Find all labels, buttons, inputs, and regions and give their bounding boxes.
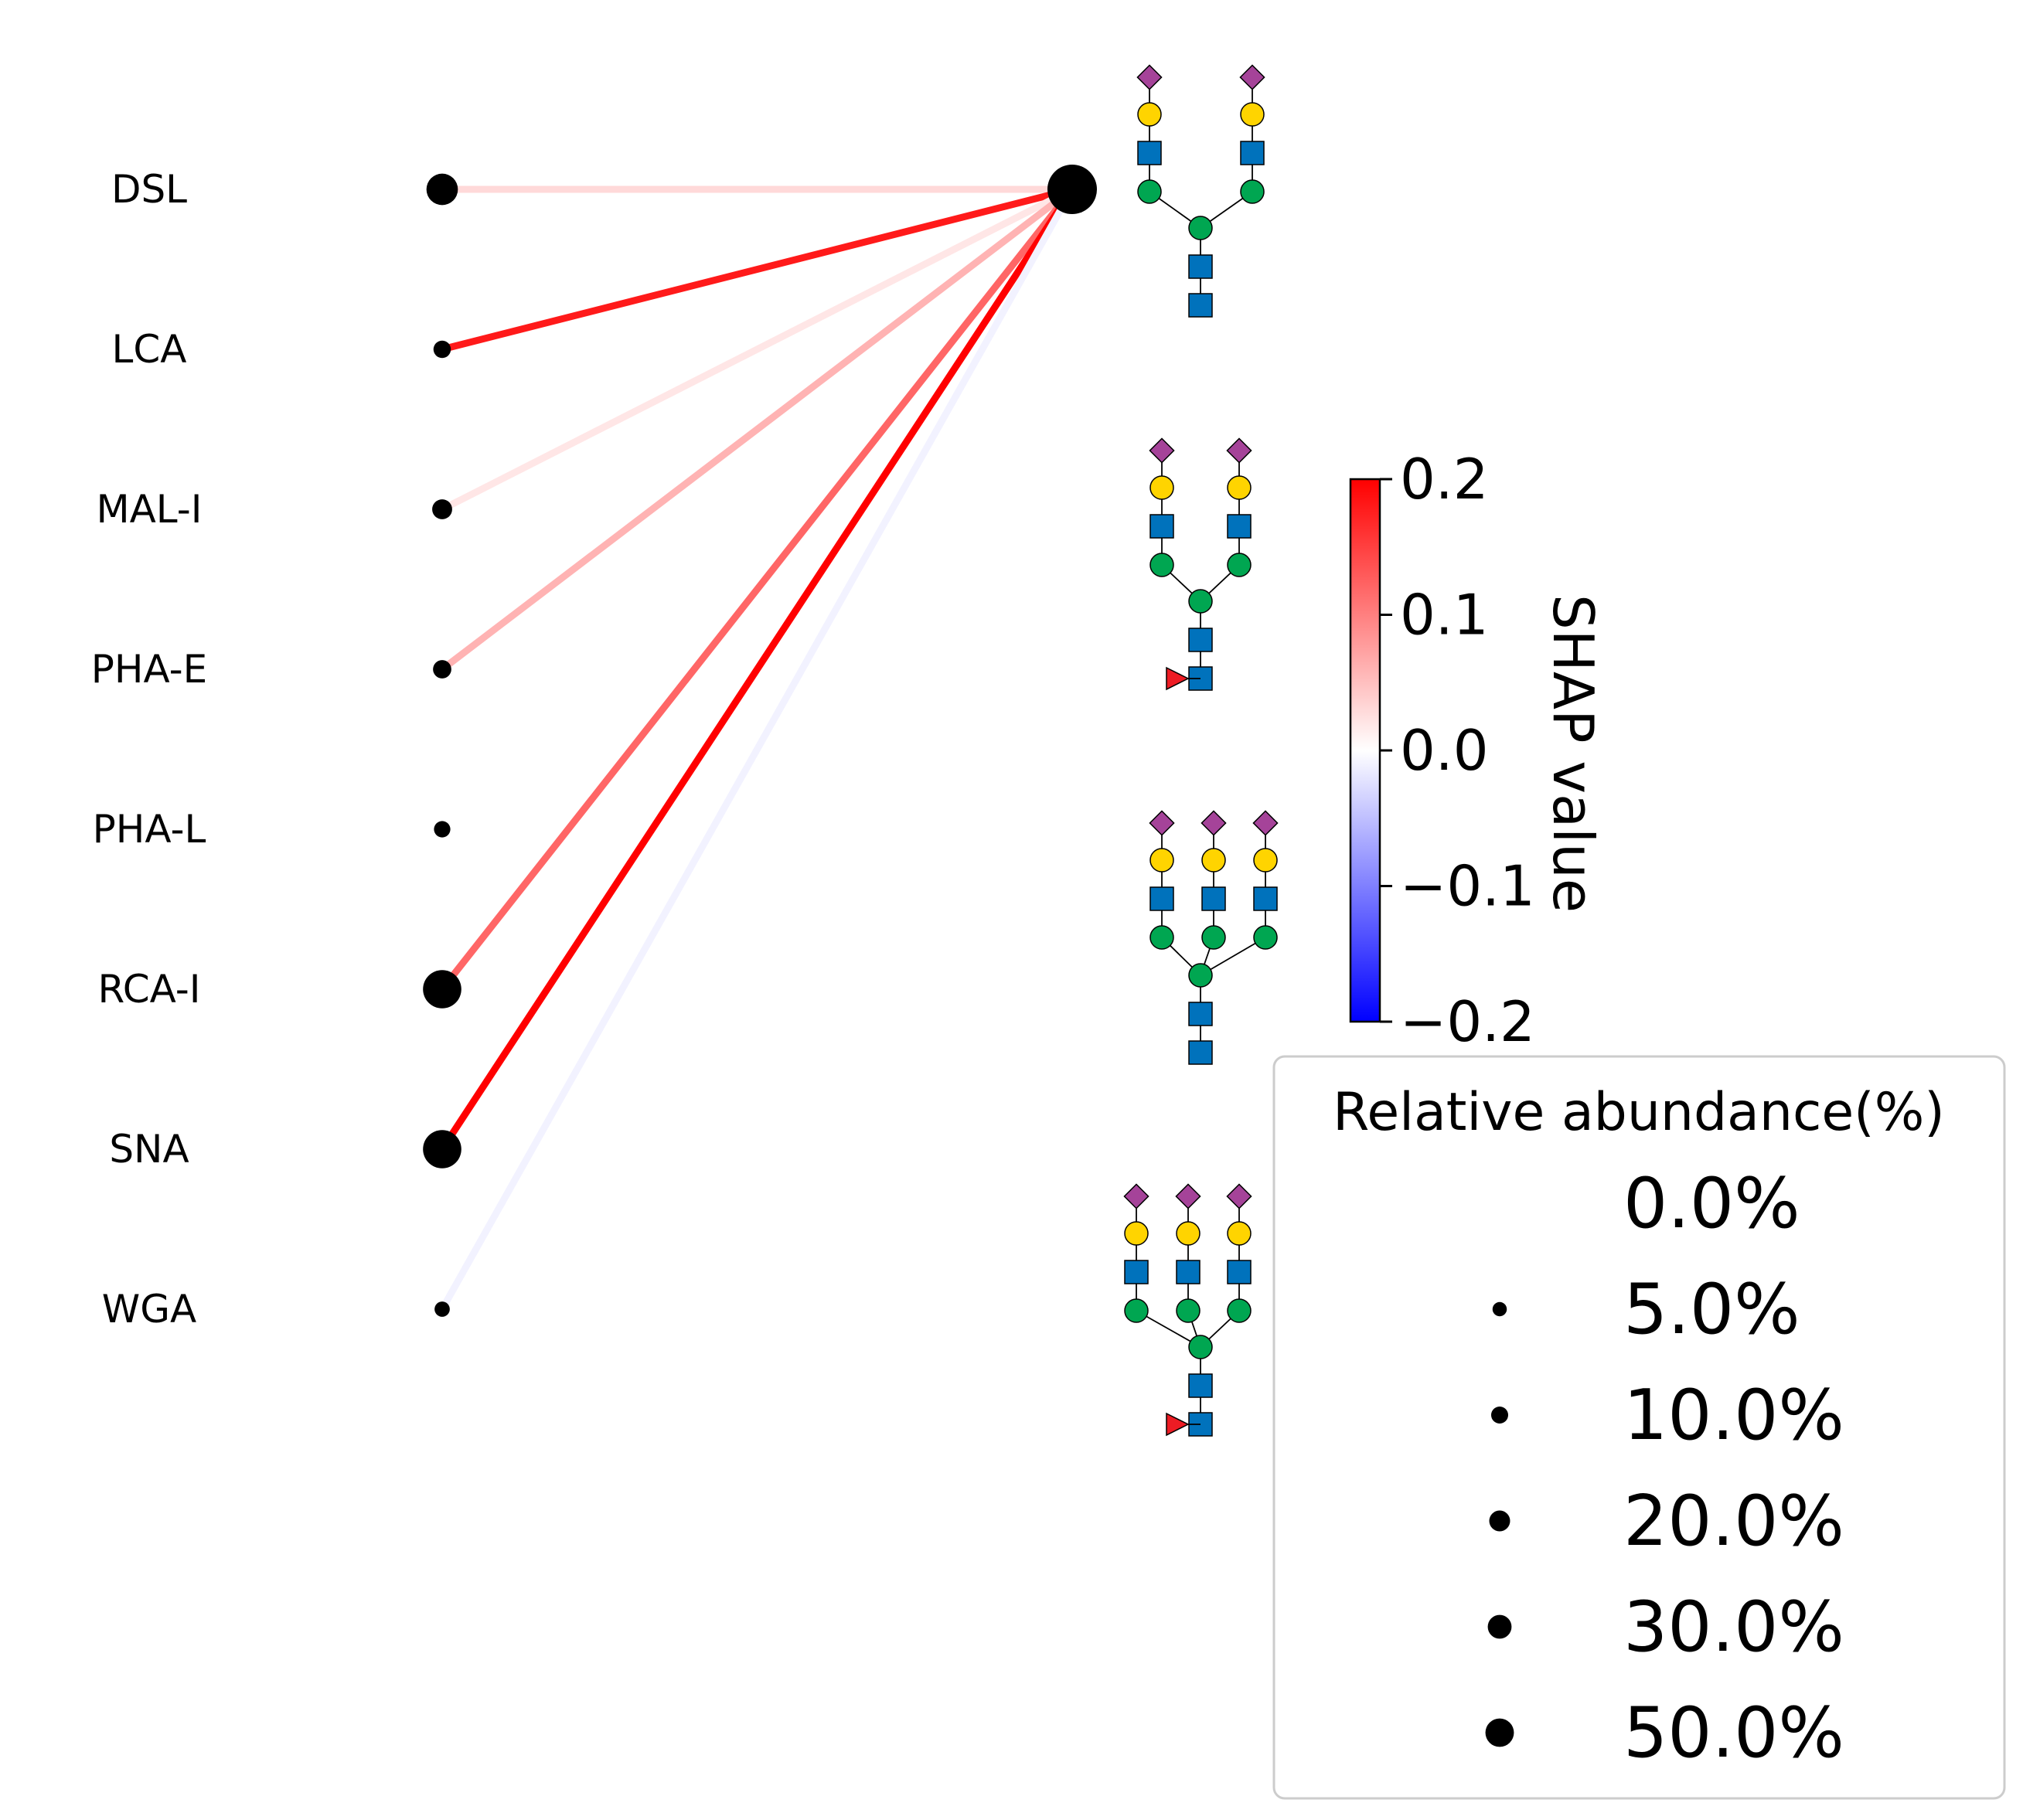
- lectin-label-dsl: DSL: [111, 167, 187, 212]
- legend-box: [1272, 1055, 2006, 1800]
- legend-label: 30.0%: [1623, 1587, 1844, 1668]
- legend: Relative abundance(%) 0.0% 5.0% 10.0% 20.0%…: [1272, 1055, 2006, 1800]
- lectin-label-pha-e: PHA-E: [91, 647, 208, 692]
- glycan-4: [1123, 1183, 1252, 1437]
- lectin-label-wga: WGA: [102, 1287, 196, 1332]
- legend-marker: [1489, 1510, 1510, 1532]
- colorbar-tick-label: −0.2: [1400, 989, 1535, 1054]
- lectin-node-rca-i[interactable]: [423, 970, 461, 1009]
- legend-marker: [1485, 1718, 1514, 1747]
- lectin-node-pha-l[interactable]: [434, 821, 451, 838]
- glycan-structures: [1123, 64, 1279, 1437]
- legend-label: 20.0%: [1623, 1481, 1844, 1562]
- legend-label: 50.0%: [1623, 1692, 1844, 1774]
- edge-rca-i: [438, 185, 1076, 993]
- colorbar-tick-label: 0.1: [1400, 583, 1489, 648]
- lectin-nodes: [423, 173, 461, 1317]
- lectin-label-sna: SNA: [109, 1127, 189, 1172]
- legend-marker: [1492, 1301, 1507, 1317]
- glycan-2: [1149, 437, 1252, 691]
- colorbar-tick-label: 0.0: [1400, 718, 1489, 783]
- lectin-node-wga[interactable]: [434, 1301, 450, 1317]
- legend-label: 0.0%: [1623, 1163, 1800, 1244]
- lectin-node-mal-i[interactable]: [432, 499, 452, 519]
- legend-marker: [1487, 1614, 1512, 1639]
- legend-title: Relative abundance(%): [1333, 1082, 1945, 1143]
- edge-sna: [438, 185, 1076, 1153]
- edge-pha-e: [438, 185, 1076, 673]
- legend-label: 5.0%: [1623, 1269, 1800, 1350]
- lectin-label-mal-i: MAL-I: [96, 487, 202, 532]
- lectin-label-lca: LCA: [112, 327, 187, 372]
- colorbar-tick-label: −0.1: [1400, 854, 1535, 919]
- edge-mal-i: [438, 185, 1076, 513]
- lectin-node-dsl[interactable]: [426, 173, 458, 206]
- legend-marker: [1490, 1406, 1509, 1424]
- lectin-node-pha-e[interactable]: [433, 660, 451, 679]
- edges: [438, 185, 1076, 1313]
- colorbar-title: SHAP value: [1541, 594, 1606, 913]
- lectin-labels: DSL LCA MAL-I PHA-E PHA-L RCA-I SNA WGA: [91, 167, 208, 1332]
- lectin-node-sna[interactable]: [423, 1130, 461, 1169]
- legend-label: 10.0%: [1623, 1375, 1844, 1456]
- lectin-label-rca-i: RCA-I: [97, 967, 200, 1012]
- glycan-node[interactable]: [1047, 165, 1097, 214]
- colorbar-tick-label: 0.2: [1400, 447, 1489, 512]
- lectin-label-pha-l: PHA-L: [93, 807, 206, 852]
- lectin-node-lca[interactable]: [433, 340, 451, 359]
- colorbar-gradient: [1349, 478, 1381, 1023]
- colorbar: 0.2 0.1 0.0 −0.1 −0.2 SHAP value: [1349, 447, 1606, 1054]
- glycan-1: [1136, 64, 1265, 318]
- glycan-3: [1149, 810, 1279, 1065]
- edge-wga: [438, 185, 1076, 1313]
- edge-lca: [438, 185, 1076, 353]
